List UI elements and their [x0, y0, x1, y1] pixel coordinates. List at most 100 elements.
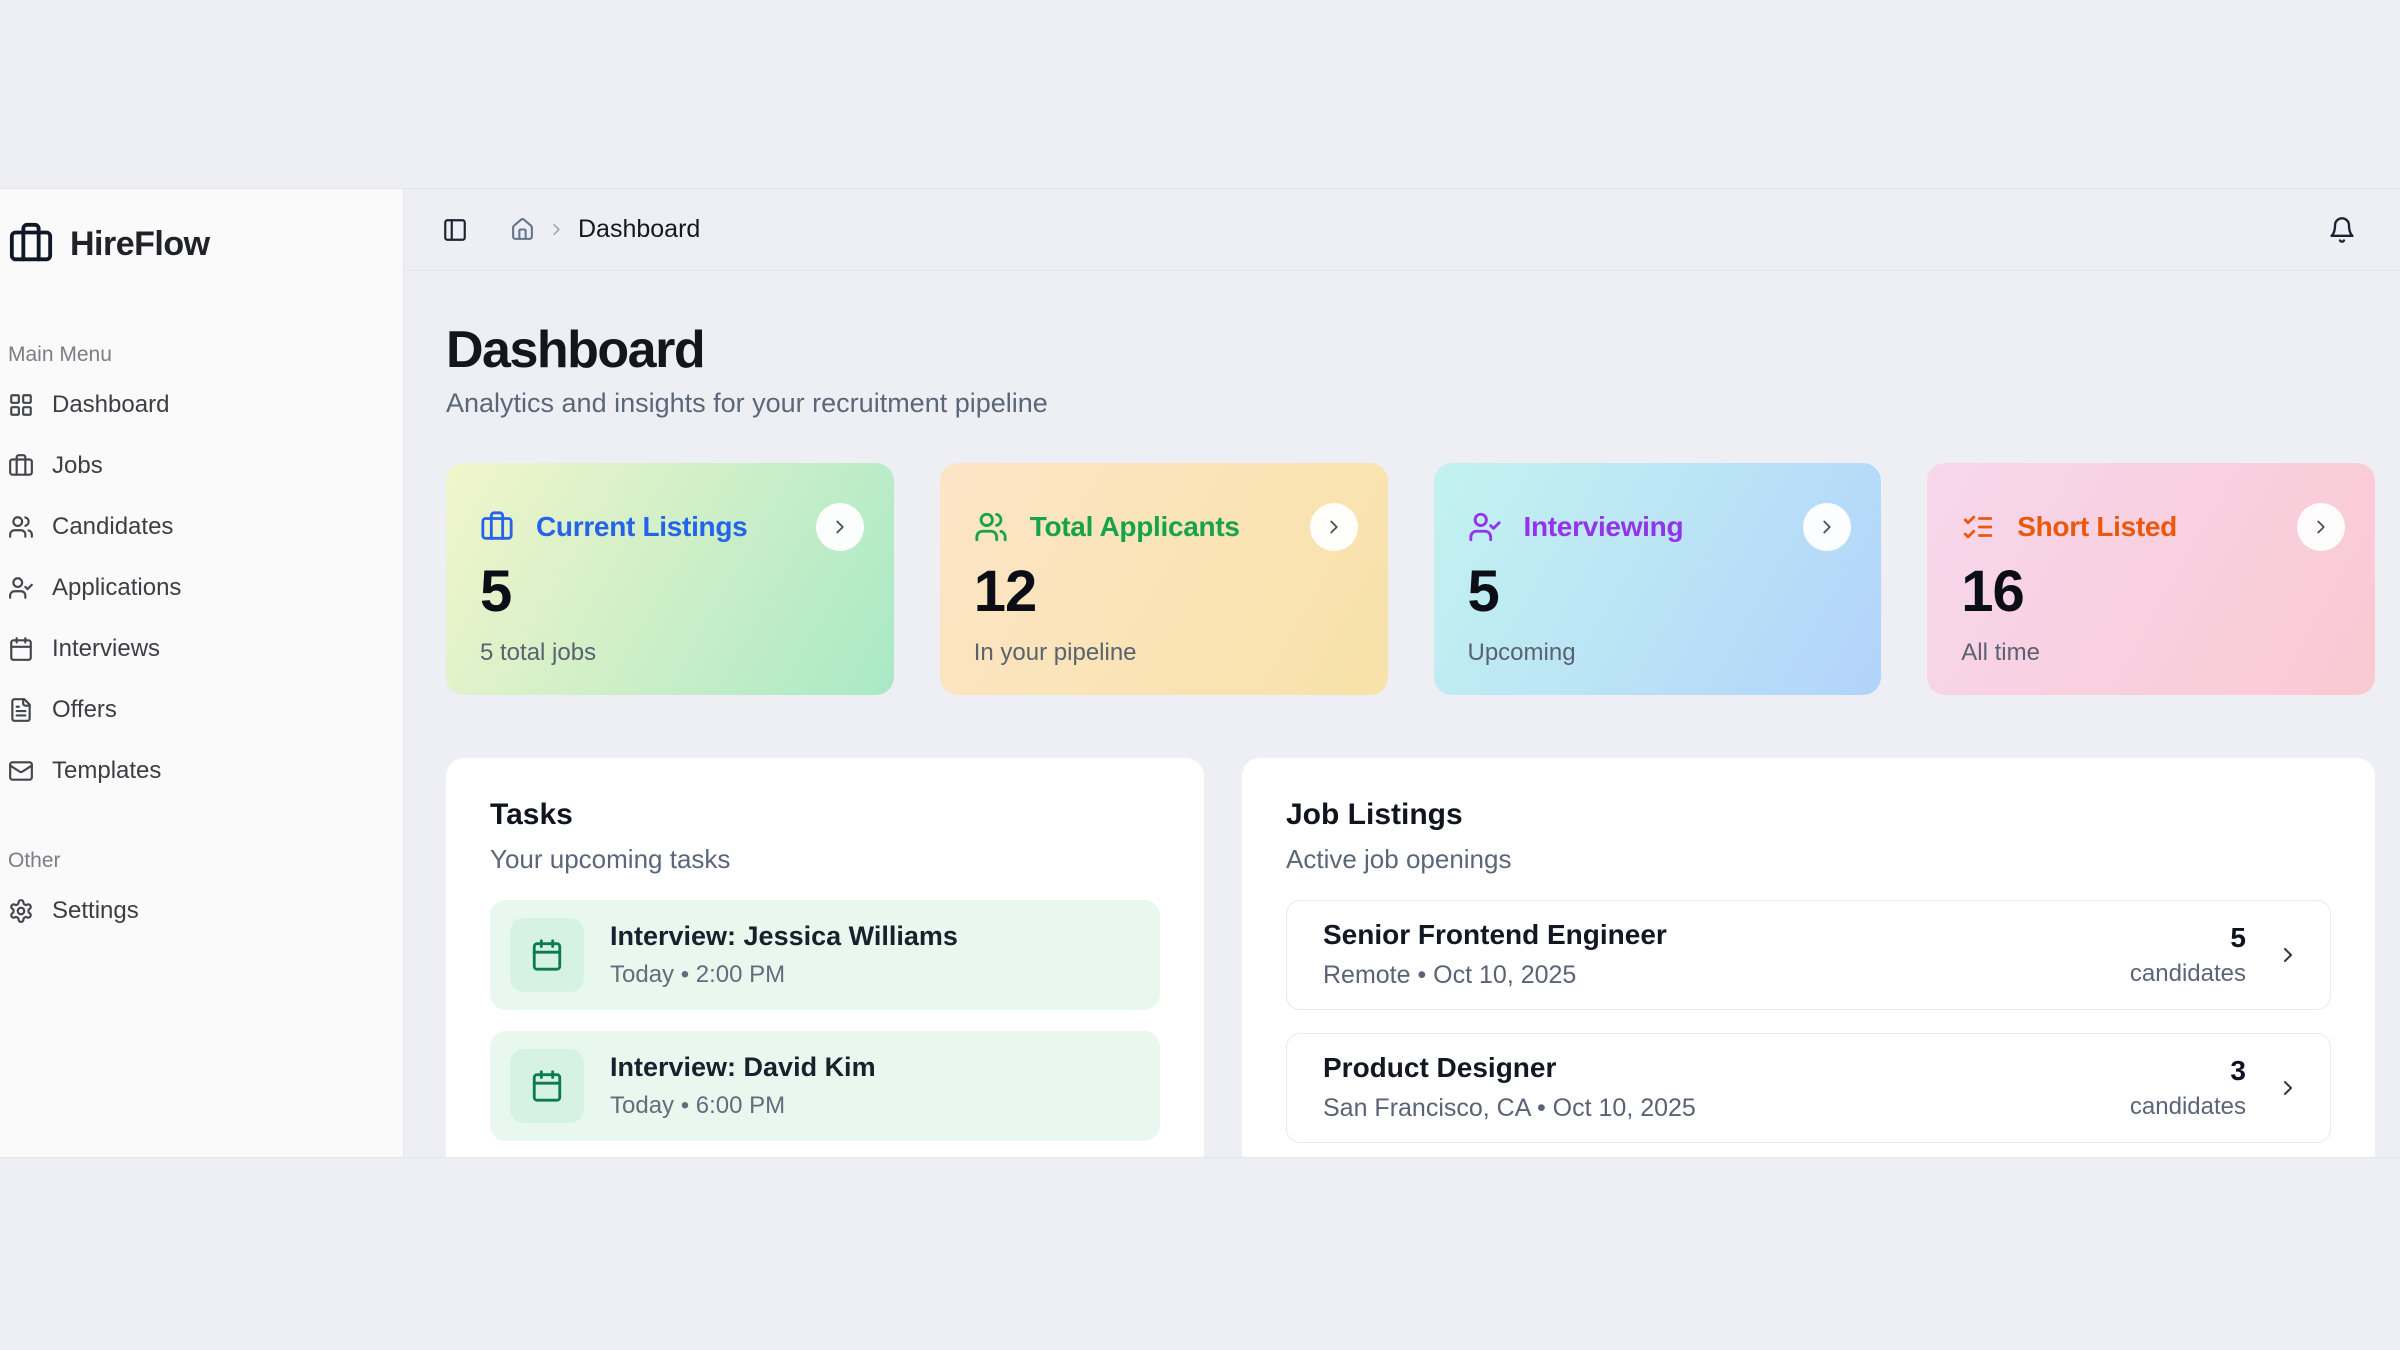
breadcrumb-current: Dashboard — [578, 215, 701, 243]
stat-value: 16 — [1961, 558, 2025, 624]
chevron-right-icon — [2276, 943, 2300, 967]
chevron-right-icon — [2276, 1076, 2300, 1100]
briefcase-icon — [480, 510, 514, 544]
stat-label: Interviewing — [1523, 510, 1684, 542]
sidebar-item-label: Interviews — [52, 635, 161, 662]
stat-caption: Upcoming — [1467, 638, 1576, 666]
stat-caption: All time — [1961, 638, 2040, 666]
task-icon-chip — [510, 1048, 584, 1123]
job-candidate-count: 3 candidates — [2130, 1055, 2246, 1121]
users-icon — [9, 516, 33, 538]
sidebar-nav: Dashboard Jobs Candidates Applications I… — [4, 381, 389, 795]
job-listings-subtitle: Active job openings — [1286, 843, 1512, 874]
sidebar-item-applications[interactable]: Applications — [4, 564, 389, 612]
stat-card-header: Short Listed — [1961, 503, 2341, 551]
calendar-icon — [10, 637, 32, 661]
bell-icon — [2330, 216, 2354, 243]
sidebar-item-label: Settings — [52, 897, 139, 924]
sidebar-section-label-main-menu: Main Menu — [8, 343, 112, 366]
sidebar-item-interviews[interactable]: Interviews — [4, 625, 389, 673]
brand-name: HireFlow — [70, 224, 210, 263]
chevron-right-icon — [2317, 520, 2325, 534]
sidebar-item-label: Offers — [52, 696, 117, 723]
task-title: Interview: David Kim — [610, 1051, 876, 1082]
tasks-title: Tasks — [490, 797, 573, 831]
sidebar-toggle-button[interactable] — [442, 217, 468, 243]
task-title: Interview: Jessica Williams — [610, 920, 958, 951]
user-check-icon — [9, 577, 33, 599]
sidebar-section-label-other: Other — [8, 849, 61, 872]
chevron-right-icon — [1329, 520, 1338, 534]
gear-icon — [10, 899, 32, 923]
job-listings-card: Job Listings Active job openings Senior … — [1242, 757, 2375, 1157]
job-row[interactable]: Product Designer San Francisco, CA • Oct… — [1286, 1032, 2331, 1143]
top-header: Dashboard — [404, 189, 2400, 271]
calendar-icon — [532, 1070, 562, 1102]
stat-open-button[interactable] — [1803, 502, 1852, 551]
sidebar-item-label: Applications — [52, 574, 182, 601]
stat-value: 12 — [973, 558, 1038, 624]
sidebar-item-offers[interactable]: Offers — [4, 686, 389, 734]
stat-label: Short Listed — [2017, 510, 2177, 542]
stat-card-interviewing[interactable]: Interviewing 5 Upcoming — [1433, 462, 1882, 695]
task-time: Today • 6:00 PM — [610, 1091, 786, 1119]
task-list: Interview: Jessica Williams Today • 2:00… — [490, 899, 1160, 1141]
page-subtitle: Analytics and insights for your recruitm… — [446, 387, 1048, 418]
task-item[interactable]: Interview: Jessica Williams Today • 2:00… — [490, 899, 1160, 1010]
sidebar-item-candidates[interactable]: Candidates — [4, 503, 389, 551]
main-area: Dashboard Dashboard Analytics and insigh… — [404, 189, 2400, 1157]
job-title: Senior Frontend Engineer — [1323, 919, 1667, 951]
job-listings-title: Job Listings — [1286, 797, 1463, 831]
sidebar-item-label: Dashboard — [52, 391, 170, 418]
sidebar-item-settings[interactable]: Settings — [4, 887, 389, 935]
job-list: Senior Frontend Engineer Remote • Oct 10… — [1286, 899, 2331, 1143]
briefcase-icon — [9, 454, 33, 476]
list-checks-icon — [1961, 510, 1995, 544]
stat-card-total-applicants[interactable]: Total Applicants 12 In your pipeline — [939, 462, 1388, 695]
page-title: Dashboard — [446, 321, 706, 379]
task-item[interactable]: Interview: David Kim Today • 6:00 PM — [490, 1030, 1160, 1141]
users-icon — [974, 510, 1008, 544]
sidebar-item-jobs[interactable]: Jobs — [4, 442, 389, 490]
stat-value: 5 — [480, 558, 512, 624]
job-count-number: 3 — [2230, 1054, 2246, 1086]
job-meta: San Francisco, CA • Oct 10, 2025 — [1323, 1094, 1696, 1123]
sidebar-item-label: Candidates — [52, 513, 174, 540]
tasks-card: Tasks Your upcoming tasks Interview: Jes… — [446, 757, 1204, 1157]
job-info: Senior Frontend Engineer Remote • Oct 10… — [1323, 919, 2130, 990]
stat-card-header: Total Applicants — [974, 503, 1354, 551]
stat-value: 5 — [1467, 558, 1500, 624]
job-count-label: candidates — [2129, 1092, 2246, 1120]
stat-card-short-listed[interactable]: Short Listed 16 All time — [1927, 462, 2375, 695]
stat-open-button[interactable] — [1309, 502, 1358, 551]
breadcrumb-home-button[interactable] — [510, 217, 535, 242]
stat-open-button[interactable] — [815, 502, 864, 551]
job-row[interactable]: Senior Frontend Engineer Remote • Oct 10… — [1286, 899, 2331, 1010]
stat-card-header: Interviewing — [1468, 503, 1848, 551]
notifications-button[interactable] — [2328, 216, 2356, 244]
task-time: Today • 2:00 PM — [610, 960, 786, 988]
sidebar-item-templates[interactable]: Templates — [4, 747, 389, 795]
home-icon — [512, 218, 533, 240]
page-content: Dashboard Analytics and insights for you… — [404, 271, 2400, 1157]
sidebar-item-label: Jobs — [52, 452, 103, 479]
panel-left-icon — [444, 218, 466, 241]
stat-open-button[interactable] — [2297, 502, 2345, 551]
job-count-label: candidates — [2129, 959, 2246, 987]
file-text-icon — [11, 698, 31, 722]
calendar-icon — [532, 939, 562, 971]
sidebar-item-dashboard[interactable]: Dashboard — [4, 381, 389, 429]
stat-label: Total Applicants — [1029, 510, 1240, 542]
sidebar: HireFlow Main Menu Dashboard Jobs Candid… — [0, 189, 404, 1157]
user-check-icon — [1468, 510, 1502, 544]
stat-card-header: Current Listings — [480, 503, 860, 551]
brand-logo: HireFlow — [4, 221, 389, 267]
layout-grid-icon — [10, 394, 32, 416]
job-info: Product Designer San Francisco, CA • Oct… — [1323, 1052, 2130, 1123]
job-meta: Remote • Oct 10, 2025 — [1323, 961, 1577, 990]
task-icon-chip — [510, 917, 584, 992]
stat-caption: In your pipeline — [973, 638, 1137, 666]
job-title: Product Designer — [1323, 1052, 1557, 1084]
stat-card-current-listings[interactable]: Current Listings 5 5 total jobs — [446, 462, 894, 695]
